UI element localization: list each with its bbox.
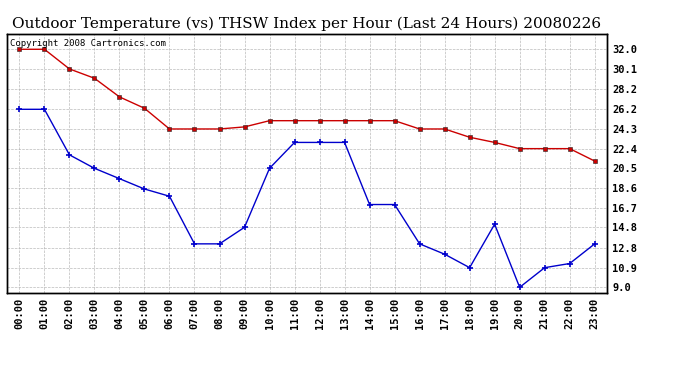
Title: Outdoor Temperature (vs) THSW Index per Hour (Last 24 Hours) 20080226: Outdoor Temperature (vs) THSW Index per …: [12, 17, 602, 31]
Text: Copyright 2008 Cartronics.com: Copyright 2008 Cartronics.com: [10, 39, 166, 48]
